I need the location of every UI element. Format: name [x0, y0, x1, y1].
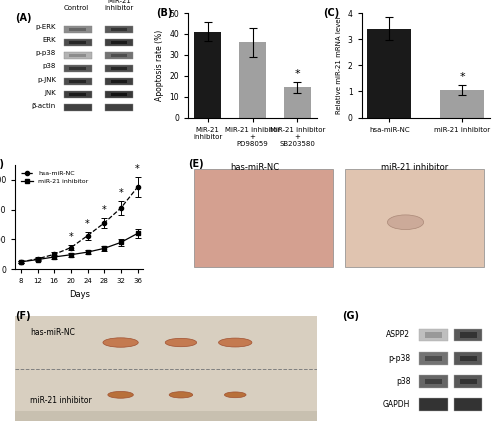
Text: *: *: [85, 219, 90, 229]
Bar: [110, 67, 128, 70]
Ellipse shape: [224, 392, 246, 398]
Bar: [110, 80, 128, 83]
Text: (G): (G): [342, 311, 359, 321]
Text: *: *: [135, 164, 140, 174]
X-axis label: Days: Days: [68, 290, 89, 299]
Bar: [110, 54, 128, 57]
Bar: [110, 41, 128, 44]
Y-axis label: Apoptosis rate (%): Apoptosis rate (%): [155, 30, 164, 101]
Bar: [70, 28, 86, 31]
Bar: [454, 398, 482, 411]
Bar: [454, 375, 482, 388]
Bar: [110, 28, 128, 31]
Text: p-ERK: p-ERK: [36, 24, 56, 30]
Legend: hsa-miR-NC, miR-21 inhibitor: hsa-miR-NC, miR-21 inhibitor: [18, 168, 91, 187]
Text: GAPDH: GAPDH: [383, 400, 410, 409]
Bar: [368, 29, 411, 118]
Bar: [460, 332, 476, 338]
Text: p-JNK: p-JNK: [37, 76, 56, 82]
Bar: [64, 78, 92, 85]
Bar: [64, 39, 92, 46]
Bar: [64, 91, 92, 98]
Ellipse shape: [103, 338, 138, 347]
Bar: [105, 39, 133, 46]
Bar: [110, 93, 128, 96]
Bar: [70, 67, 86, 70]
Bar: [105, 26, 133, 33]
Bar: [420, 398, 448, 411]
Text: p-p38: p-p38: [36, 50, 56, 56]
Bar: [105, 78, 133, 85]
Bar: [345, 169, 484, 267]
Bar: [105, 104, 133, 111]
Bar: [70, 80, 86, 83]
Bar: [454, 352, 482, 365]
Bar: [454, 329, 482, 342]
Ellipse shape: [218, 338, 252, 347]
Text: (C): (C): [323, 8, 340, 18]
Text: has-miR-NC: has-miR-NC: [30, 328, 75, 336]
Text: has-miR-NC: has-miR-NC: [230, 163, 279, 171]
Bar: [425, 332, 442, 338]
Bar: [64, 52, 92, 59]
Text: (A): (A): [15, 13, 32, 23]
Bar: [440, 90, 484, 118]
Text: *: *: [118, 188, 123, 198]
Text: ASPP2: ASPP2: [386, 330, 410, 339]
Text: p38: p38: [396, 377, 410, 386]
Text: (B): (B): [156, 8, 172, 18]
Bar: [425, 355, 442, 361]
Ellipse shape: [108, 391, 134, 398]
Text: (F): (F): [15, 311, 30, 321]
Bar: [105, 91, 133, 98]
Bar: [105, 52, 133, 59]
Bar: [70, 41, 86, 44]
Ellipse shape: [169, 392, 192, 398]
Bar: [194, 32, 221, 118]
Bar: [460, 379, 476, 384]
Text: (D): (D): [0, 159, 4, 169]
Text: (E): (E): [188, 159, 204, 169]
Text: miR-21 inhibitor: miR-21 inhibitor: [30, 395, 92, 404]
Text: MiR-21
inhibitor: MiR-21 inhibitor: [104, 0, 134, 11]
Bar: [194, 169, 333, 267]
Bar: [460, 355, 476, 361]
Text: *: *: [102, 205, 106, 215]
Bar: [70, 93, 86, 96]
Text: Control: Control: [64, 5, 89, 11]
Bar: [425, 379, 442, 384]
Text: p38: p38: [42, 63, 56, 69]
Bar: [420, 352, 448, 365]
Y-axis label: Relative miR-21 mRNA level: Relative miR-21 mRNA level: [336, 16, 342, 114]
Ellipse shape: [388, 215, 424, 230]
Bar: [15, 411, 316, 421]
Bar: [420, 375, 448, 388]
Text: ERK: ERK: [42, 37, 56, 43]
Bar: [284, 87, 311, 118]
Text: JNK: JNK: [44, 90, 56, 95]
Ellipse shape: [165, 339, 196, 347]
Bar: [420, 329, 448, 342]
Text: *: *: [460, 72, 465, 82]
Text: β-actin: β-actin: [32, 103, 56, 109]
Bar: [70, 54, 86, 57]
Text: *: *: [68, 232, 73, 242]
Bar: [64, 26, 92, 33]
Bar: [105, 65, 133, 72]
Text: *: *: [294, 69, 300, 79]
Bar: [64, 65, 92, 72]
Bar: [64, 104, 92, 111]
Text: p-p38: p-p38: [388, 354, 410, 363]
Text: miR-21 inhibitor: miR-21 inhibitor: [381, 163, 448, 171]
Bar: [239, 42, 266, 118]
